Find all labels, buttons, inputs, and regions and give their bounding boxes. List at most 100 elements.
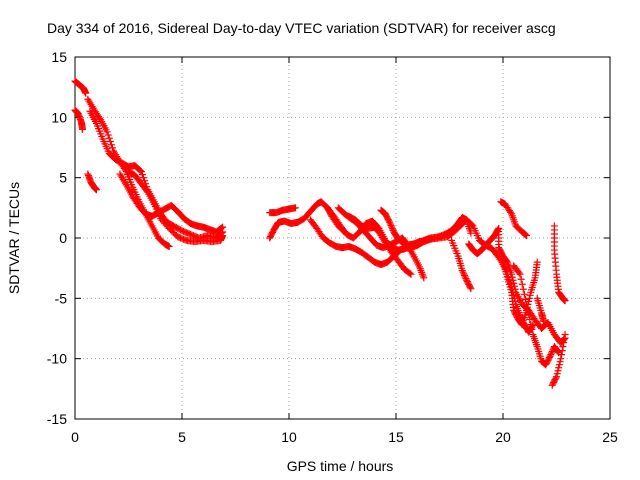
data-point: [420, 274, 428, 282]
series-arc-13: [345, 212, 415, 278]
y-tick-labels: -15 -10 -5 0 5 10 15: [47, 49, 67, 427]
plot-frame: [74, 56, 611, 420]
data-point: [519, 285, 527, 293]
data-point: [510, 279, 518, 287]
data-series: [71, 77, 569, 389]
data-point: [508, 273, 516, 281]
series-arc-15: [448, 236, 475, 293]
series-arc-2: [71, 106, 86, 133]
data-point: [517, 275, 525, 283]
series-arc-20: [533, 294, 548, 325]
data-point: [523, 306, 531, 314]
data-point: [108, 144, 116, 152]
y-tick-label: -15: [47, 411, 67, 427]
data-point: [461, 273, 469, 281]
data-point: [521, 295, 529, 303]
series-arc-22: [550, 222, 569, 305]
y-tick-label: 0: [59, 230, 67, 246]
y-tick-label: 5: [59, 170, 67, 186]
data-point: [561, 297, 569, 305]
data-point: [521, 230, 529, 238]
y-tick-label: -10: [47, 351, 67, 367]
data-point: [522, 231, 530, 239]
y-tick-label: 10: [51, 109, 67, 125]
data-point: [558, 347, 566, 355]
data-point: [407, 270, 415, 278]
data-point: [458, 267, 466, 275]
data-point: [106, 137, 114, 145]
data-point: [107, 141, 115, 149]
x-tick-label: 10: [281, 429, 297, 445]
data-point: [528, 326, 536, 334]
data-point: [525, 310, 533, 318]
data-point: [459, 268, 467, 276]
series-arc-19: [510, 262, 563, 369]
data-point: [553, 370, 561, 378]
data-point: [138, 171, 146, 179]
y-tick-label: -5: [55, 290, 68, 306]
data-point: [515, 269, 523, 277]
data-point: [546, 352, 554, 360]
data-point: [560, 335, 568, 343]
chart-title: Day 334 of 2016, Sidereal Day-to-day VTE…: [47, 20, 556, 36]
data-point: [518, 320, 526, 328]
data-point: [533, 258, 541, 266]
data-point: [103, 128, 111, 136]
data-point: [518, 280, 526, 288]
data-point: [526, 315, 534, 323]
data-point: [561, 331, 569, 339]
data-point: [554, 348, 562, 356]
data-point: [104, 131, 112, 139]
data-point: [555, 364, 563, 372]
data-point: [460, 271, 468, 279]
x-axis-label: GPS time / hours: [287, 458, 394, 474]
x-tick-label: 5: [178, 429, 186, 445]
data-point: [556, 358, 564, 366]
data-point: [525, 294, 533, 302]
data-point: [506, 208, 514, 216]
data-point: [548, 349, 556, 357]
data-point: [105, 134, 113, 142]
y-axis-label: SDTVAR / TECUs: [6, 182, 22, 294]
data-point: [520, 290, 528, 298]
x-tick-label: 0: [71, 429, 79, 445]
y-tick-label: 15: [51, 49, 67, 65]
data-point: [96, 114, 104, 122]
data-point: [560, 339, 568, 347]
data-point: [387, 222, 395, 230]
data-point: [526, 291, 534, 299]
data-point: [557, 351, 565, 359]
data-point: [547, 351, 555, 359]
data-point: [545, 354, 553, 362]
data-point: [165, 242, 173, 250]
data-point: [509, 276, 517, 284]
data-point: [527, 320, 535, 328]
data-point: [540, 317, 548, 325]
data-point: [460, 270, 468, 278]
data-point: [516, 270, 524, 278]
series-arc-3: [84, 170, 100, 194]
data-point: [553, 373, 560, 381]
x-tick-label: 25: [602, 429, 618, 445]
data-point: [467, 285, 475, 293]
data-point: [78, 125, 86, 133]
data-point: [466, 283, 474, 291]
data-point: [510, 282, 518, 290]
data-point: [218, 224, 226, 232]
data-point: [82, 89, 90, 97]
data-point: [388, 225, 396, 233]
x-tick-label: 15: [388, 429, 404, 445]
data-point: [385, 217, 393, 225]
series-arc-9: [266, 204, 299, 217]
data-point: [523, 300, 531, 308]
data-point: [92, 186, 100, 194]
data-point: [386, 218, 394, 226]
data-point: [406, 269, 414, 277]
data-point: [291, 204, 299, 212]
data-point: [524, 305, 532, 313]
data-point: [139, 174, 147, 182]
data-point: [219, 232, 227, 240]
data-point: [552, 374, 560, 382]
x-tick-labels: 0 5 10 15 20 25: [71, 429, 618, 445]
